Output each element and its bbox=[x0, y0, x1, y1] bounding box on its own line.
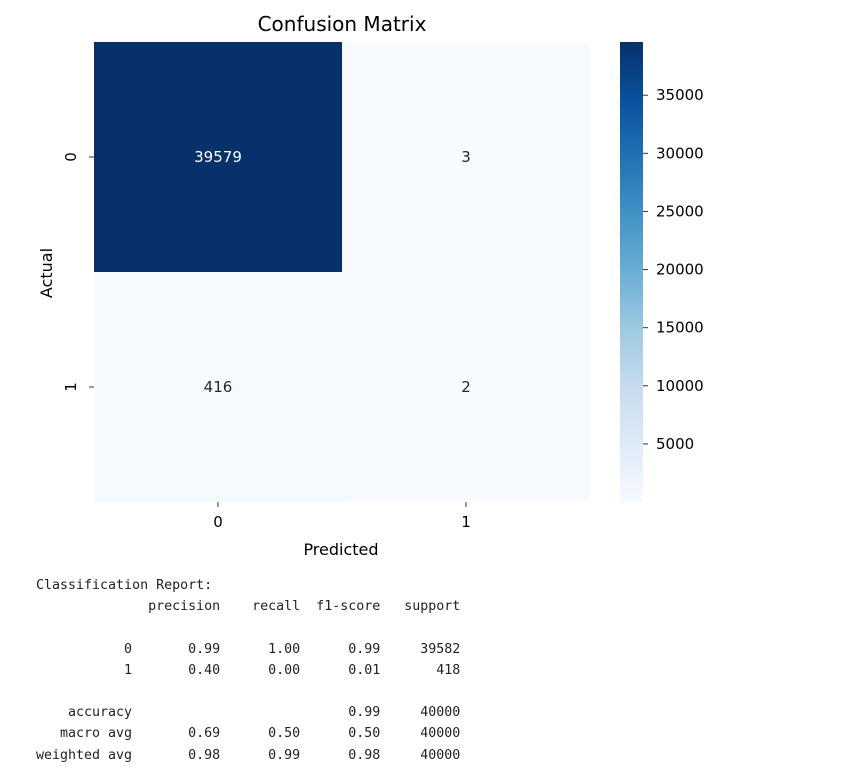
colorbar-tick-label: 25000 bbox=[656, 202, 704, 220]
x-tick-label: 1 bbox=[461, 513, 471, 531]
cell-value-label: 39579 bbox=[194, 148, 242, 166]
y-axis-label: Actual bbox=[37, 248, 56, 298]
y-tick-label: 1 bbox=[62, 382, 80, 392]
colorbar-tick-label: 15000 bbox=[656, 319, 704, 337]
heatmap-cell-0-1 bbox=[342, 42, 590, 272]
cell-value-label: 416 bbox=[204, 378, 233, 396]
heatmap-cells: 39579 3 416 2 bbox=[94, 42, 590, 502]
colorbar-tick-label: 30000 bbox=[656, 144, 704, 162]
colorbar-tick-label: 20000 bbox=[656, 261, 704, 279]
heatmap-cell-1-1 bbox=[342, 272, 590, 502]
cell-value-label: 2 bbox=[461, 378, 471, 396]
x-axis-label: Predicted bbox=[303, 540, 378, 559]
y-tick-label: 0 bbox=[62, 152, 80, 162]
chart-title: Confusion Matrix bbox=[258, 12, 427, 36]
classification-report: Classification Report: precision recall … bbox=[36, 578, 461, 763]
heatmap-cell-0-0 bbox=[94, 42, 342, 272]
colorbar-tick-label: 5000 bbox=[656, 435, 694, 453]
heatmap-cell-1-0 bbox=[94, 272, 342, 502]
cell-value-label: 3 bbox=[461, 148, 471, 166]
x-tick-label: 0 bbox=[213, 513, 223, 531]
colorbar-tick-label: 35000 bbox=[656, 86, 704, 104]
colorbar-ticks: 5000 10000 15000 20000 25000 30000 35000 bbox=[643, 86, 704, 453]
y-axis-ticks: 01 bbox=[62, 152, 94, 392]
colorbar-tick-label: 10000 bbox=[656, 377, 704, 395]
colorbar bbox=[620, 42, 643, 502]
